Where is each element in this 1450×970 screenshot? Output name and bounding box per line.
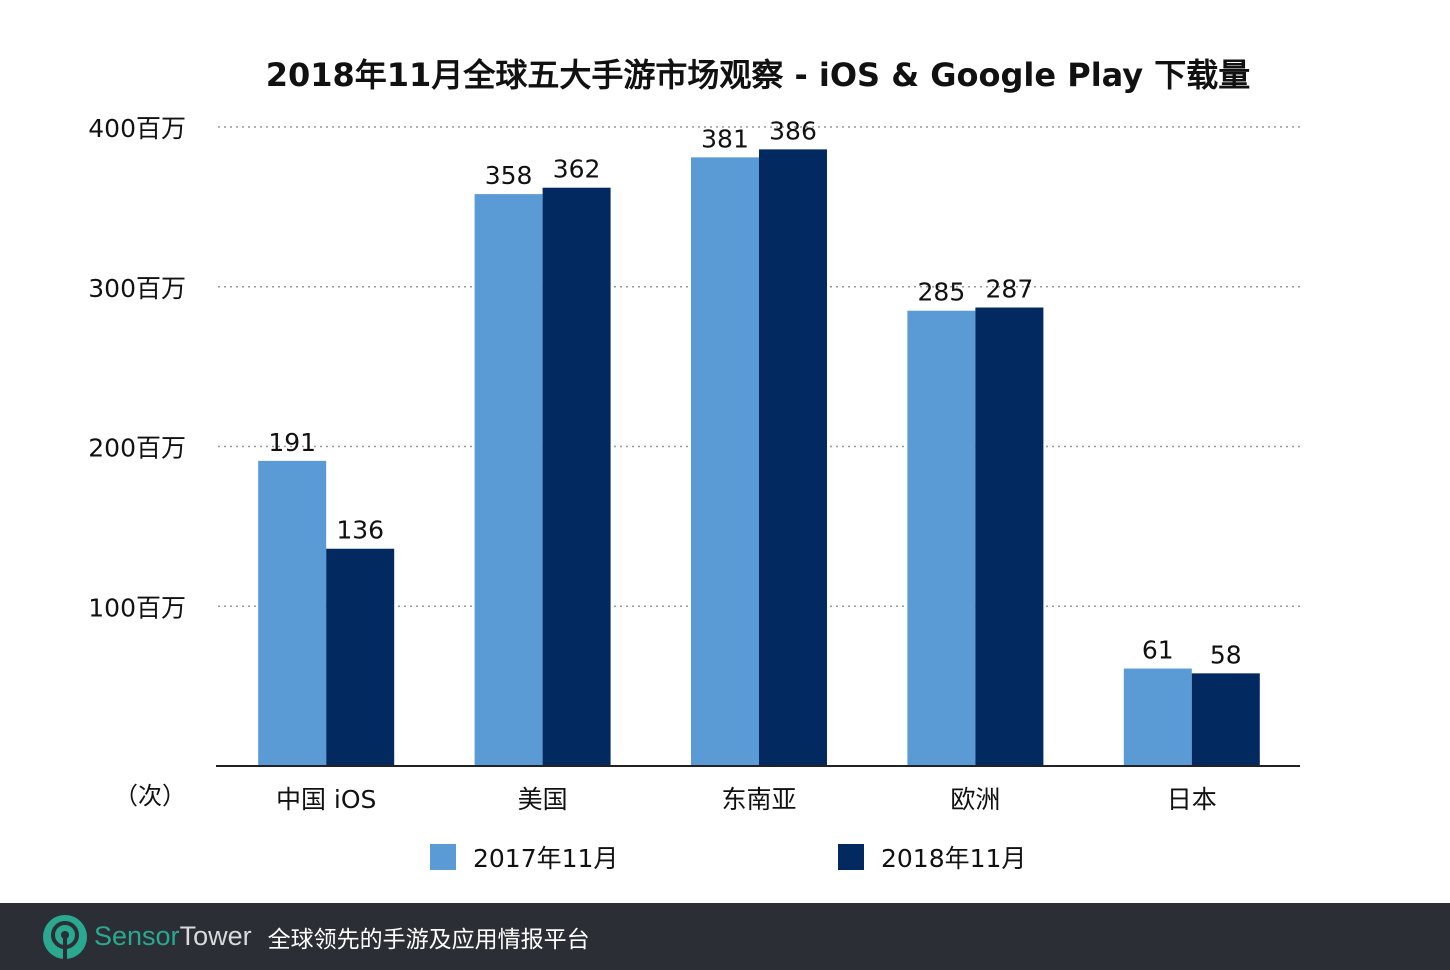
y-tick-label: 200百万 [88,434,186,463]
bar-chart: 100百万 200百万 300百万 400百万 191 136 中国 iOS 358 362 美国… [88,114,1300,873]
data-label: 285 [918,278,966,307]
footer-slogan: 全球领先的手游及应用情报平台 [267,926,590,953]
y-tick-label: 300百万 [88,274,186,303]
footer-banner: Sensor Tower 全球领先的手游及应用情报平台 [0,903,1450,970]
chart-title: 2018年11月全球五大手游市场观察 - iOS & Google Play 下… [265,56,1251,94]
y-axis-unit: （次） [114,782,186,810]
bar [326,548,395,766]
legend-swatch [838,844,864,870]
bar [907,310,976,766]
bar [691,157,759,767]
y-tick-label: 400百万 [88,114,186,143]
x-tick-label: 中国 iOS [276,785,376,814]
data-label: 362 [553,155,601,184]
legend-swatch [430,844,456,870]
data-label: 136 [336,516,384,545]
data-label: 61 [1142,636,1174,665]
bar [759,149,827,767]
data-label: 58 [1210,640,1242,669]
x-tick-label: 美国 [518,785,568,814]
brand-sensor: Sensor [94,921,180,951]
bar [258,460,327,766]
data-label: 287 [986,275,1034,304]
data-label: 381 [701,124,749,153]
data-label: 191 [268,428,316,457]
brand-tower: Tower [179,921,252,951]
y-tick-label: 100百万 [88,593,186,622]
data-label: 358 [485,161,533,190]
x-tick-label: 东南亚 [721,785,796,814]
sensortower-logo-icon [43,914,87,960]
bar [542,187,611,766]
data-label: 386 [769,116,817,145]
bar [1191,673,1260,766]
bar [1123,668,1192,766]
x-tick-label: 日本 [1167,785,1217,814]
legend-label: 2017年11月 [473,844,618,873]
bar [474,194,543,767]
legend-label: 2018年11月 [881,844,1026,873]
bar [975,307,1044,766]
x-tick-label: 欧洲 [950,785,1000,814]
